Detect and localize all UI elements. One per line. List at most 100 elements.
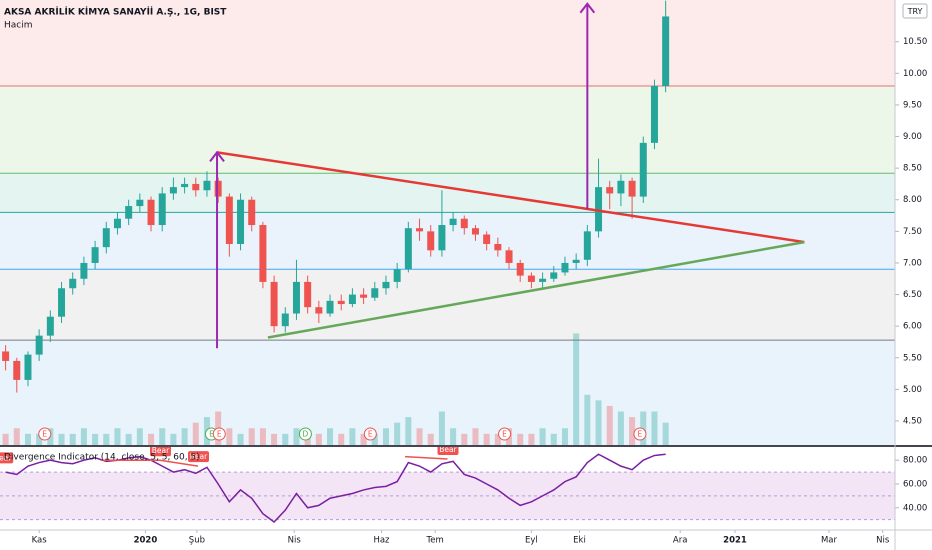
volume-bar (606, 405, 613, 445)
event-marker (633, 427, 647, 441)
divergence-label: Bear (439, 445, 457, 454)
chart-title: AKSA AKRİLİK KİMYA SANAYİİ A.Ş., 1G, BIS… (4, 7, 227, 18)
volume-bar (461, 433, 468, 445)
event-label: E (638, 430, 643, 439)
volume-bar (360, 433, 367, 445)
volume-bar (662, 422, 669, 445)
y-tick-label: 60.00 (903, 479, 927, 489)
candle-body (259, 225, 267, 282)
volume-bar (148, 433, 155, 445)
candle-body (91, 247, 99, 263)
volume-bar (405, 417, 412, 445)
x-tick-label: Tem (426, 536, 444, 546)
volume-bar (595, 400, 602, 445)
y-tick-label: 5.00 (903, 385, 922, 395)
volume-bar (338, 433, 345, 445)
volume-bar (550, 433, 557, 445)
x-tick-label: Eki (573, 536, 586, 546)
volume-bar (382, 428, 389, 445)
y-tick-label: 7.00 (903, 258, 922, 268)
event-marker (498, 427, 512, 441)
candle-body (628, 180, 636, 197)
divergence-tag (188, 451, 210, 463)
candle-body (650, 85, 658, 143)
volume-bar (427, 433, 434, 445)
candle-body (58, 288, 66, 317)
level-band (0, 0, 895, 86)
volume-bar (282, 433, 289, 445)
candle-body (69, 278, 77, 289)
candle-body (427, 231, 435, 251)
volume-bar (103, 433, 110, 445)
candle-body (449, 218, 457, 226)
candle-body (483, 234, 491, 244)
volume-bar (24, 433, 31, 445)
x-tick-label: Ara (673, 536, 688, 546)
x-tick-label: 2020 (134, 536, 158, 546)
divergence-tag (149, 447, 171, 457)
divergence-label: Bear (152, 446, 170, 455)
volume-bar (394, 422, 401, 445)
event-label: D (303, 430, 309, 439)
volume-bar (517, 433, 524, 445)
level-band (0, 340, 895, 445)
volume-bar (181, 428, 188, 445)
event-label: E (368, 430, 373, 439)
volume-bar (315, 433, 322, 445)
divergence-line (159, 459, 199, 467)
y-tick-label: 80.00 (903, 456, 927, 466)
trendline (216, 151, 805, 244)
volume-bar (371, 433, 378, 445)
volume-bar (248, 428, 255, 445)
candle-body (315, 307, 323, 314)
volume-bar (293, 428, 300, 445)
candle-body (438, 225, 446, 251)
arrow-head (209, 150, 225, 162)
divergence-label: Bear (0, 453, 12, 462)
currency-box[interactable] (902, 3, 928, 19)
candle-body (583, 231, 591, 260)
y-tick-label: 9.50 (903, 100, 922, 110)
event-marker (38, 427, 52, 441)
candle-body (113, 218, 121, 229)
volume-bar (450, 428, 457, 445)
volume-bar (237, 433, 244, 445)
x-tick-label: 2021 (723, 536, 747, 546)
divergence-label: Bear (190, 452, 208, 461)
y-tick-label: 8.00 (903, 195, 922, 205)
candle-body (371, 288, 379, 298)
candle-body (237, 199, 245, 244)
candle-body (248, 199, 256, 226)
candle-body (516, 262, 524, 276)
trendline (267, 240, 805, 339)
volume-bar (472, 428, 479, 445)
volume-bar (629, 417, 636, 445)
y-tick-label: 4.50 (903, 416, 922, 426)
divergence-line (404, 455, 448, 460)
arrow-head (579, 2, 596, 14)
currency: TRY (907, 7, 923, 16)
candle-body (572, 259, 580, 263)
candle-body (125, 206, 133, 219)
volume-bar (13, 428, 20, 445)
candle-body (606, 187, 614, 194)
candle-body (382, 281, 390, 289)
volume-bar (192, 422, 199, 445)
candle-body (494, 243, 502, 251)
y-tick-label: 6.00 (903, 322, 922, 332)
volume-label: Hacim (4, 21, 33, 31)
volume-bar (561, 428, 568, 445)
candle-body (527, 275, 535, 282)
volume-bar (539, 428, 546, 445)
x-tick-label: Nis (288, 536, 302, 546)
candle-body (505, 250, 513, 263)
event-label: E (209, 430, 214, 439)
volume-bar (80, 428, 87, 445)
y-tick-label: 10.00 (903, 69, 927, 79)
candle-body (393, 269, 401, 282)
candle-body (35, 335, 43, 355)
volume-bar (573, 333, 580, 445)
volume-bar (259, 428, 266, 445)
candle-body (214, 180, 222, 197)
